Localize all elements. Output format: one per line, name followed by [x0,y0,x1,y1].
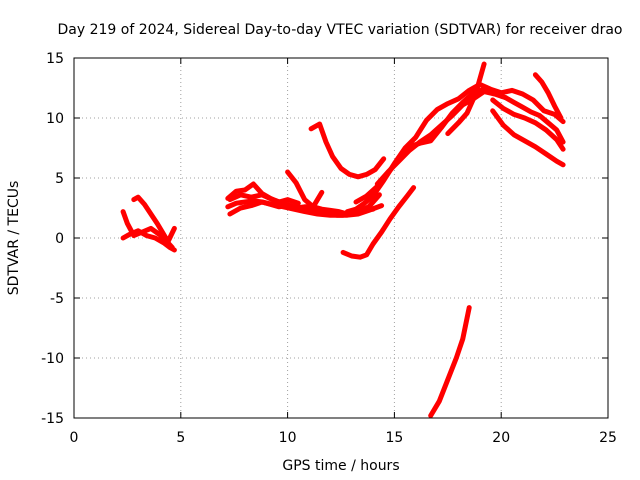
series-track-9 [308,121,387,180]
series-track-18 [532,72,564,121]
series-track-15 [490,97,566,152]
y-tick-label: 5 [55,171,64,187]
series-track-7 [225,181,301,206]
x-tick-label: 5 [176,430,185,446]
x-tick-label: 20 [492,430,510,446]
y-tick-label: 0 [55,231,64,247]
y-axis-label: SDTVAR / TECUs [6,181,22,296]
series-track-3 [131,194,177,245]
y-tick-label: -5 [50,291,64,307]
x-tick-label: 15 [385,430,403,446]
y-tick-label: -15 [41,411,64,427]
chart-title: Day 219 of 2024, Sidereal Day-to-day VTE… [57,22,622,38]
series-track-19 [428,305,472,419]
series-track-12 [340,185,417,260]
y-tick-label: -10 [41,351,64,367]
x-tick-label: 10 [279,430,297,446]
y-tick-label: 10 [46,111,64,127]
y-tick-label: 15 [46,51,64,67]
y-tick-labels: -15 -10 -5 0 5 10 15 [41,51,64,427]
series-track-13 [374,89,508,187]
series-track-17 [503,95,566,145]
x-tick-label: 25 [599,430,617,446]
x-tick-labels: 0 5 10 15 20 25 [70,430,617,446]
data-series [120,61,566,419]
series-track-14 [445,61,487,137]
series-track-2 [120,228,177,253]
x-axis-label: GPS time / hours [282,458,399,474]
x-tick-label: 0 [70,430,79,446]
series-track-8 [285,169,376,217]
series-track-16 [490,108,566,168]
axis-ticks [73,57,609,419]
